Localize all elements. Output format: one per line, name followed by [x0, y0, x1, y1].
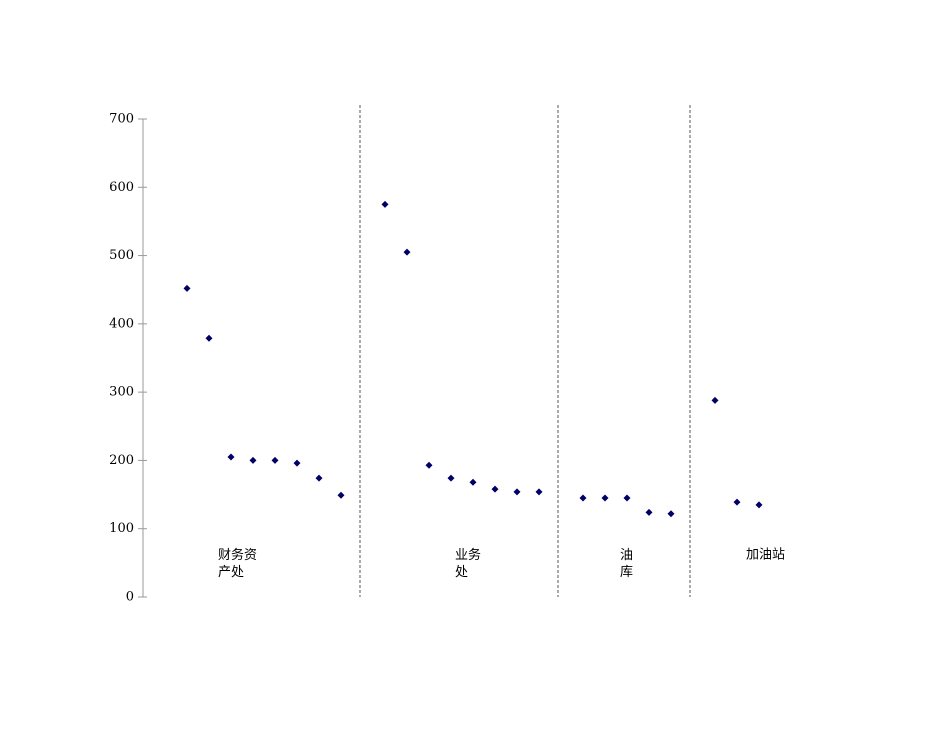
point [579, 494, 587, 502]
point [183, 284, 191, 292]
point [249, 456, 257, 464]
point [733, 498, 741, 506]
point [381, 200, 389, 208]
point [315, 474, 323, 482]
point [469, 478, 477, 486]
point [337, 491, 345, 499]
point [755, 501, 763, 509]
y-tick-label: 500 [109, 248, 134, 263]
group-label: 财务资产处 [218, 547, 257, 580]
point [513, 488, 521, 496]
y-tick-label: 0 [126, 590, 134, 605]
point [535, 488, 543, 496]
group-label: 加油站 [746, 548, 785, 563]
y-tick-label: 200 [109, 453, 134, 468]
point [667, 510, 675, 518]
group-label: 油库 [620, 548, 633, 580]
point [425, 461, 433, 469]
point [447, 474, 455, 482]
point [205, 334, 213, 342]
y-tick-label: 700 [109, 112, 134, 127]
point [711, 396, 719, 404]
point [403, 248, 411, 256]
point [601, 494, 609, 502]
point [293, 459, 301, 467]
point [645, 508, 653, 516]
group-label: 业务处 [455, 547, 481, 580]
y-tick-label: 400 [109, 316, 134, 331]
point [271, 456, 279, 464]
point [227, 453, 235, 461]
y-tick-label: 600 [109, 180, 134, 195]
y-tick-label: 100 [109, 521, 134, 536]
y-tick-label: 300 [109, 385, 134, 400]
point [491, 485, 499, 493]
point [623, 494, 631, 502]
